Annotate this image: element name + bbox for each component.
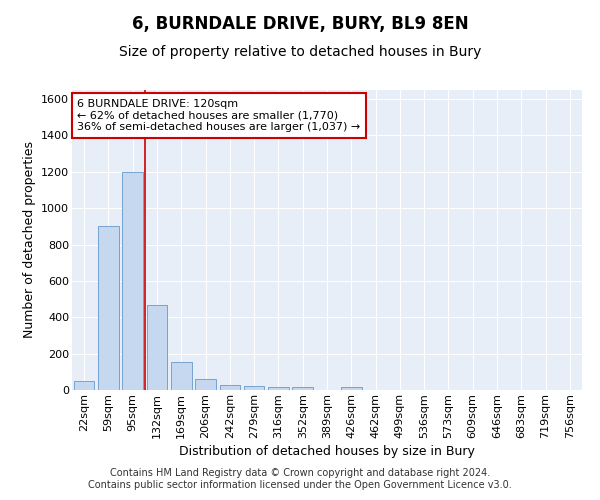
Bar xyxy=(146,304,167,390)
Bar xyxy=(74,381,94,390)
Bar xyxy=(268,388,289,390)
Text: 6, BURNDALE DRIVE, BURY, BL9 8EN: 6, BURNDALE DRIVE, BURY, BL9 8EN xyxy=(131,15,469,33)
Bar xyxy=(292,388,313,390)
Text: Size of property relative to detached houses in Bury: Size of property relative to detached ho… xyxy=(119,45,481,59)
Bar xyxy=(244,386,265,390)
X-axis label: Distribution of detached houses by size in Bury: Distribution of detached houses by size … xyxy=(179,445,475,458)
Y-axis label: Number of detached properties: Number of detached properties xyxy=(23,142,35,338)
Bar xyxy=(171,362,191,390)
Bar xyxy=(195,379,216,390)
Bar xyxy=(341,388,362,390)
Bar xyxy=(220,384,240,390)
Text: Contains HM Land Registry data © Crown copyright and database right 2024.
Contai: Contains HM Land Registry data © Crown c… xyxy=(88,468,512,490)
Bar xyxy=(98,226,119,390)
Text: 6 BURNDALE DRIVE: 120sqm
← 62% of detached houses are smaller (1,770)
36% of sem: 6 BURNDALE DRIVE: 120sqm ← 62% of detach… xyxy=(77,99,361,132)
Bar xyxy=(122,172,143,390)
